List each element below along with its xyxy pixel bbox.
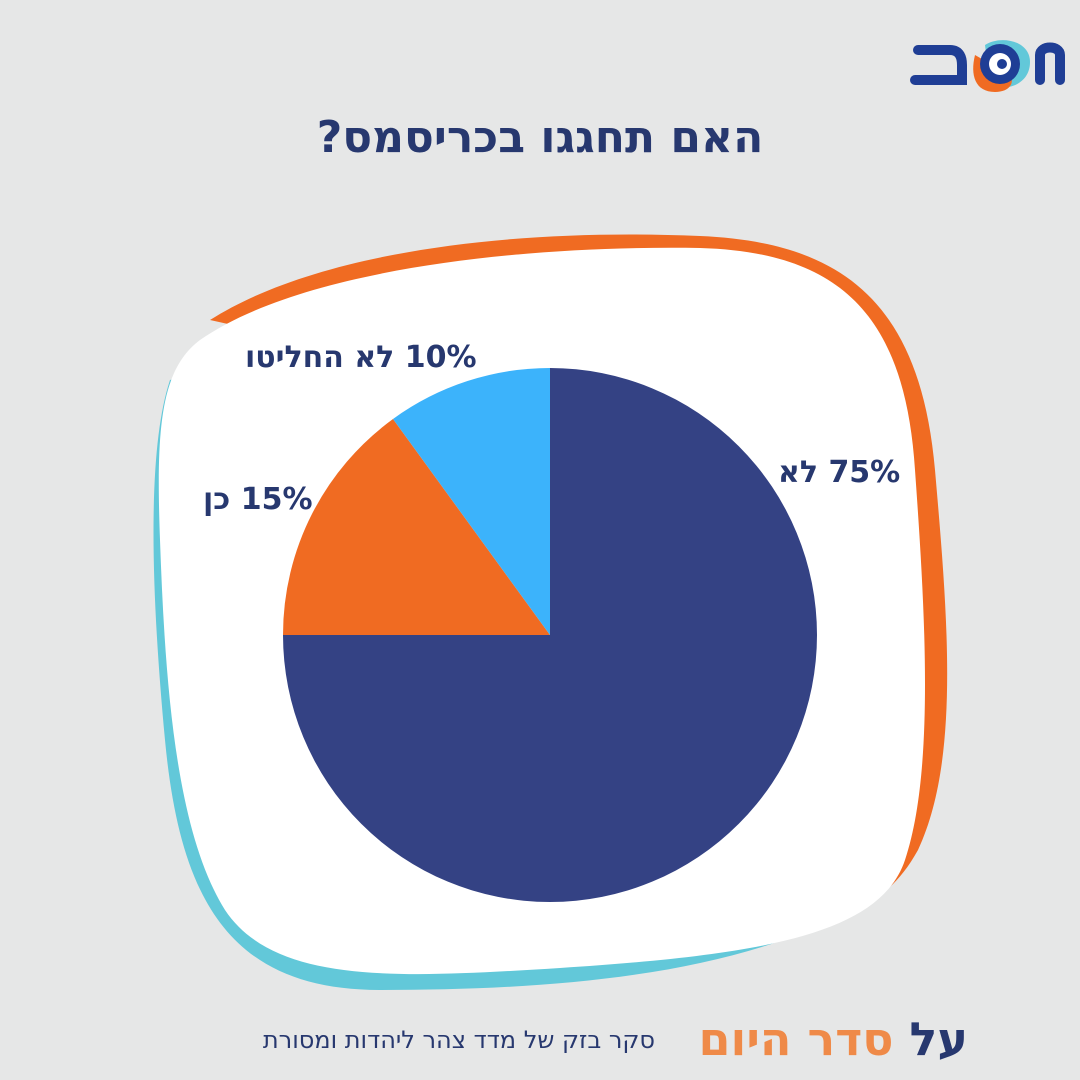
pie-slice-yes[interactable] xyxy=(282,419,550,635)
footer-brand-prefix: על xyxy=(909,1012,968,1066)
label-yes: 15% כן xyxy=(203,482,313,517)
footer-brand-name: סדר היום xyxy=(698,1012,894,1066)
footer: על סדר היום סקר בזק של מדד צהר ליהדות ומ… xyxy=(0,1012,1080,1072)
page-title: האם תחגגו בכריסמס? xyxy=(316,112,764,163)
label-undecided: 10% לא החליטו xyxy=(245,340,477,375)
pie-slice-undecided[interactable] xyxy=(393,367,550,635)
footer-subtitle: סקר בזק של מדד צהר ליהדות ומסורת xyxy=(262,1026,655,1054)
label-no: 75% לא xyxy=(778,455,901,490)
footer-brand: על סדר היום xyxy=(699,1012,968,1066)
mashov-logo-icon xyxy=(910,40,1065,92)
pie-chart xyxy=(282,367,817,902)
